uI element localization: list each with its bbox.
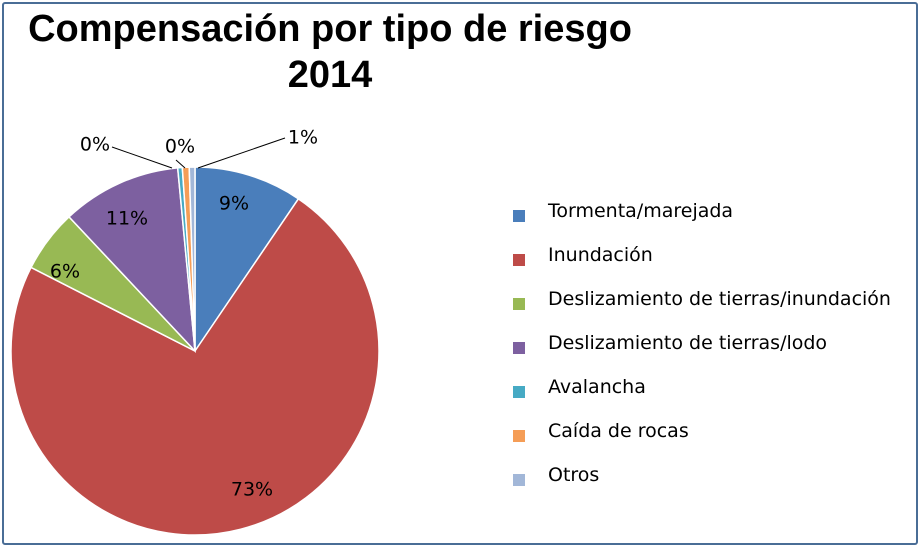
legend-label: Otros <box>548 464 600 486</box>
legend-label: Tormenta/marejada <box>548 200 734 222</box>
legend-swatch <box>513 474 525 486</box>
leader-line-caida-de-rocas <box>175 159 186 169</box>
chart-title: Compensación por tipo de riesgo 2014 <box>0 6 660 98</box>
legend-swatch <box>513 254 525 266</box>
data-label-deslizamiento-de-tierras-inundacion: 6% <box>50 261 80 283</box>
leader-line-avalancha <box>111 146 173 169</box>
legend-swatch <box>513 298 525 310</box>
leader-line-otros <box>197 137 286 169</box>
legend-label: Deslizamiento de tierras/lodo <box>548 332 828 354</box>
data-label-tormenta-marejada: 9% <box>219 193 249 215</box>
legend-label: Caída de rocas <box>548 420 689 442</box>
chart-title-line-1: Compensación por tipo de riesgo <box>28 8 632 50</box>
chart-title-line-2: 2014 <box>287 54 373 96</box>
legend-swatch <box>513 386 525 398</box>
pie-slice-otros <box>188 166 196 352</box>
data-label-otros: 1% <box>288 127 318 149</box>
data-label-deslizamiento-de-tierras-lodo: 11% <box>106 208 148 230</box>
legend-swatch <box>513 430 525 442</box>
legend-swatch <box>513 210 525 222</box>
data-label-avalancha: 0% <box>80 134 110 156</box>
data-label-inundacion: 73% <box>231 479 273 501</box>
legend-label: Avalancha <box>548 376 646 398</box>
pie-slice-deslizamiento-de-tierras-lodo <box>67 167 196 354</box>
legend-label: Deslizamiento de tierras/inundación <box>548 288 891 310</box>
pie-slice-inundacion <box>10 197 380 536</box>
legend-swatch <box>513 342 525 354</box>
data-label-caida-de-rocas: 0% <box>165 136 195 158</box>
legend-label: Inundación <box>548 244 653 266</box>
pie-slice-tormenta-marejada <box>194 166 300 354</box>
